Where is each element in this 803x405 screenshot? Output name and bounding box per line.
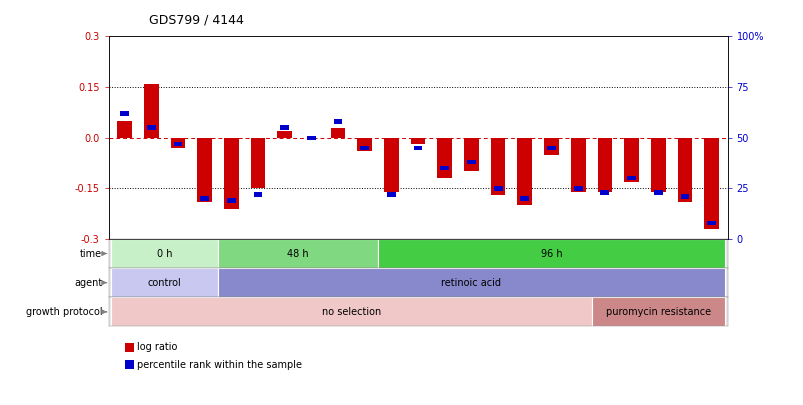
Text: growth protocol: growth protocol	[26, 307, 102, 317]
Bar	[120, 111, 128, 115]
Bar	[677, 138, 691, 202]
Text: 96 h: 96 h	[540, 249, 561, 258]
Bar	[623, 138, 638, 181]
Bar	[173, 142, 182, 146]
Text: GDS799 / 4144: GDS799 / 4144	[149, 13, 243, 26]
Bar	[218, 239, 377, 268]
Bar	[414, 146, 422, 150]
Bar	[280, 126, 289, 130]
Text: percentile rank within the sample: percentile rank within the sample	[137, 360, 302, 369]
Bar	[570, 138, 585, 192]
Bar	[437, 138, 451, 178]
Text: control: control	[148, 278, 181, 288]
Text: log ratio: log ratio	[137, 343, 177, 352]
Text: time: time	[80, 249, 102, 258]
Bar	[111, 268, 218, 297]
Bar	[360, 146, 369, 150]
Bar	[546, 146, 555, 150]
Bar	[224, 138, 238, 209]
Bar	[277, 131, 291, 138]
Bar	[144, 84, 158, 138]
Bar	[333, 119, 342, 124]
Bar	[117, 121, 132, 138]
Bar	[493, 186, 502, 190]
Bar	[307, 136, 316, 140]
Bar	[200, 196, 209, 200]
Bar	[600, 190, 609, 194]
Bar	[226, 198, 235, 202]
Bar	[597, 138, 611, 192]
Bar	[440, 166, 449, 170]
Bar	[703, 138, 718, 229]
Text: retinoic acid: retinoic acid	[441, 278, 501, 288]
Text: no selection: no selection	[321, 307, 381, 317]
Bar	[253, 192, 262, 196]
Bar	[410, 138, 425, 145]
Bar	[197, 138, 212, 202]
Bar	[467, 160, 475, 164]
Text: puromycin resistance: puromycin resistance	[605, 307, 710, 317]
Bar	[653, 190, 662, 194]
Bar	[679, 194, 688, 198]
Bar	[463, 138, 479, 171]
Bar	[111, 239, 218, 268]
Bar	[650, 138, 665, 192]
Bar	[147, 126, 156, 130]
Bar	[573, 186, 582, 190]
Bar	[251, 138, 265, 188]
Bar	[490, 138, 505, 195]
Bar	[330, 128, 345, 138]
Bar	[544, 138, 558, 155]
Text: agent: agent	[74, 278, 102, 288]
Bar	[626, 176, 635, 180]
Bar	[591, 297, 724, 326]
Bar	[386, 192, 395, 196]
Text: 48 h: 48 h	[287, 249, 308, 258]
Bar	[520, 196, 528, 200]
Bar	[377, 239, 724, 268]
Bar	[384, 138, 398, 192]
Bar	[111, 297, 591, 326]
Bar	[707, 221, 715, 225]
Bar	[517, 138, 532, 205]
Bar	[218, 268, 724, 297]
Bar	[170, 138, 185, 148]
Bar	[357, 138, 372, 151]
Text: 0 h: 0 h	[157, 249, 172, 258]
